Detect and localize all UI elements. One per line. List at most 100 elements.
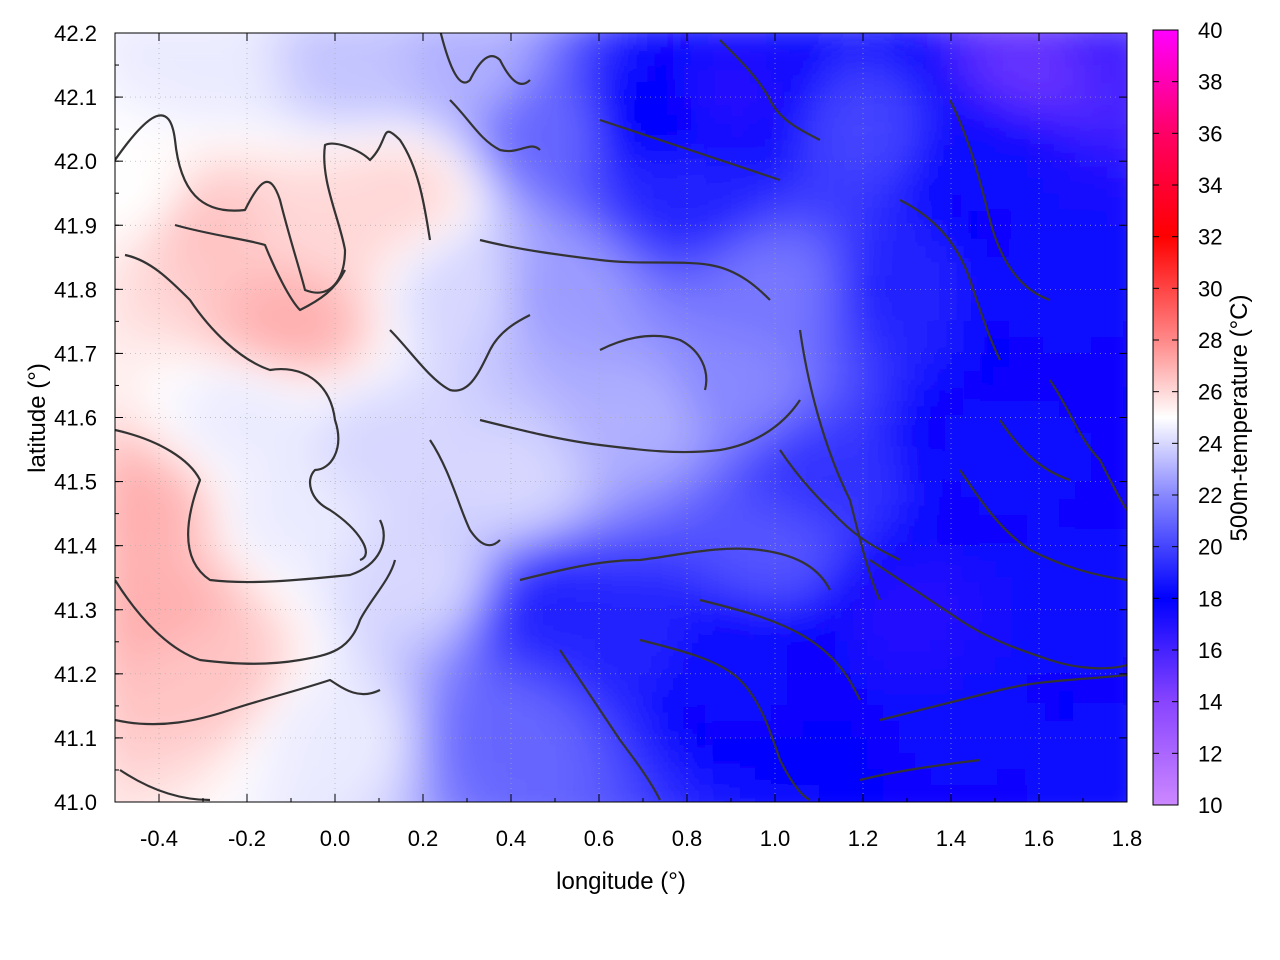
field-cell — [467, 209, 484, 226]
field-cell — [755, 385, 772, 402]
field-cell — [643, 401, 660, 418]
field-cell — [435, 769, 452, 786]
field-cell — [515, 657, 532, 674]
field-cell — [659, 273, 676, 290]
field-cell — [115, 481, 132, 498]
field-cell — [115, 241, 116, 258]
field-cell — [867, 321, 884, 338]
field-cell — [787, 33, 804, 50]
field-cell — [707, 481, 724, 498]
field-cell — [371, 657, 388, 674]
field-cell — [115, 465, 116, 482]
field-cell — [515, 257, 532, 274]
field-cell — [243, 577, 260, 594]
field-cell — [595, 769, 612, 786]
field-cell — [131, 33, 148, 34]
field-cell — [387, 33, 404, 34]
field-cell — [1043, 33, 1060, 34]
field-cell — [851, 225, 868, 242]
field-cell — [1027, 785, 1044, 802]
field-cell — [739, 625, 756, 642]
field-cell — [659, 609, 676, 626]
field-cell — [371, 225, 388, 242]
field-cell — [499, 449, 516, 466]
field-cell — [675, 705, 692, 722]
field-cell — [547, 209, 564, 226]
field-cell — [115, 577, 116, 594]
field-cell — [419, 785, 436, 802]
field-cell — [499, 33, 516, 50]
field-cell — [691, 593, 708, 610]
field-cell — [323, 561, 340, 578]
field-cell — [947, 145, 964, 162]
field-cell — [371, 737, 388, 754]
field-cell — [307, 769, 324, 786]
field-cell — [355, 321, 372, 338]
field-cell — [1075, 49, 1092, 66]
colorbar-tick-label: 20 — [1198, 535, 1222, 560]
field-cell — [451, 705, 468, 722]
field-cell — [1091, 433, 1108, 450]
field-cell — [291, 193, 308, 210]
field-cell — [131, 385, 148, 402]
field-cell — [147, 129, 164, 146]
field-cell — [579, 145, 596, 162]
field-cell — [659, 81, 676, 98]
field-cell — [771, 705, 788, 722]
field-cell — [1091, 49, 1108, 66]
field-cell — [915, 353, 932, 370]
field-cell — [515, 609, 532, 626]
field-cell — [867, 625, 884, 642]
field-cell — [963, 657, 980, 674]
field-cell — [531, 33, 548, 50]
field-cell — [179, 513, 196, 530]
field-cell — [931, 49, 948, 66]
field-cell — [403, 577, 420, 594]
field-cell — [179, 433, 196, 450]
field-cell — [531, 801, 548, 802]
field-cell — [259, 33, 276, 34]
field-cell — [339, 33, 356, 34]
field-cell — [515, 561, 532, 578]
field-cell — [275, 817, 292, 834]
field-cell — [787, 737, 804, 754]
field-cell — [115, 705, 116, 722]
field-cell — [787, 129, 804, 146]
field-cell — [195, 529, 212, 546]
field-cell — [291, 689, 308, 706]
field-cell — [499, 529, 516, 546]
field-cell — [403, 193, 420, 210]
field-cell — [691, 433, 708, 450]
field-cell — [659, 449, 676, 466]
field-cell — [883, 673, 900, 690]
field-cell — [851, 273, 868, 290]
field-cell — [851, 417, 868, 434]
field-cell — [1107, 449, 1124, 466]
field-cell — [147, 753, 164, 770]
field-cell — [115, 481, 116, 498]
field-cell — [403, 753, 420, 770]
field-cell — [563, 241, 580, 258]
field-cell — [227, 49, 244, 66]
field-cell — [531, 433, 548, 450]
field-cell — [835, 545, 852, 562]
field-cell — [755, 273, 772, 290]
field-cell — [627, 577, 644, 594]
field-cell — [883, 625, 900, 642]
field-cell — [403, 785, 420, 802]
field-cell — [547, 593, 564, 610]
field-cell — [531, 97, 548, 114]
field-cell — [339, 385, 356, 402]
field-cell — [483, 161, 500, 178]
field-cell — [835, 481, 852, 498]
field-cell — [979, 497, 996, 514]
field-cell — [275, 369, 292, 386]
field-cell — [227, 209, 244, 226]
field-cell — [483, 609, 500, 626]
field-cell — [691, 321, 708, 338]
field-cell — [355, 513, 372, 530]
field-cell — [819, 161, 836, 178]
field-cell — [755, 561, 772, 578]
field-cell — [547, 753, 564, 770]
